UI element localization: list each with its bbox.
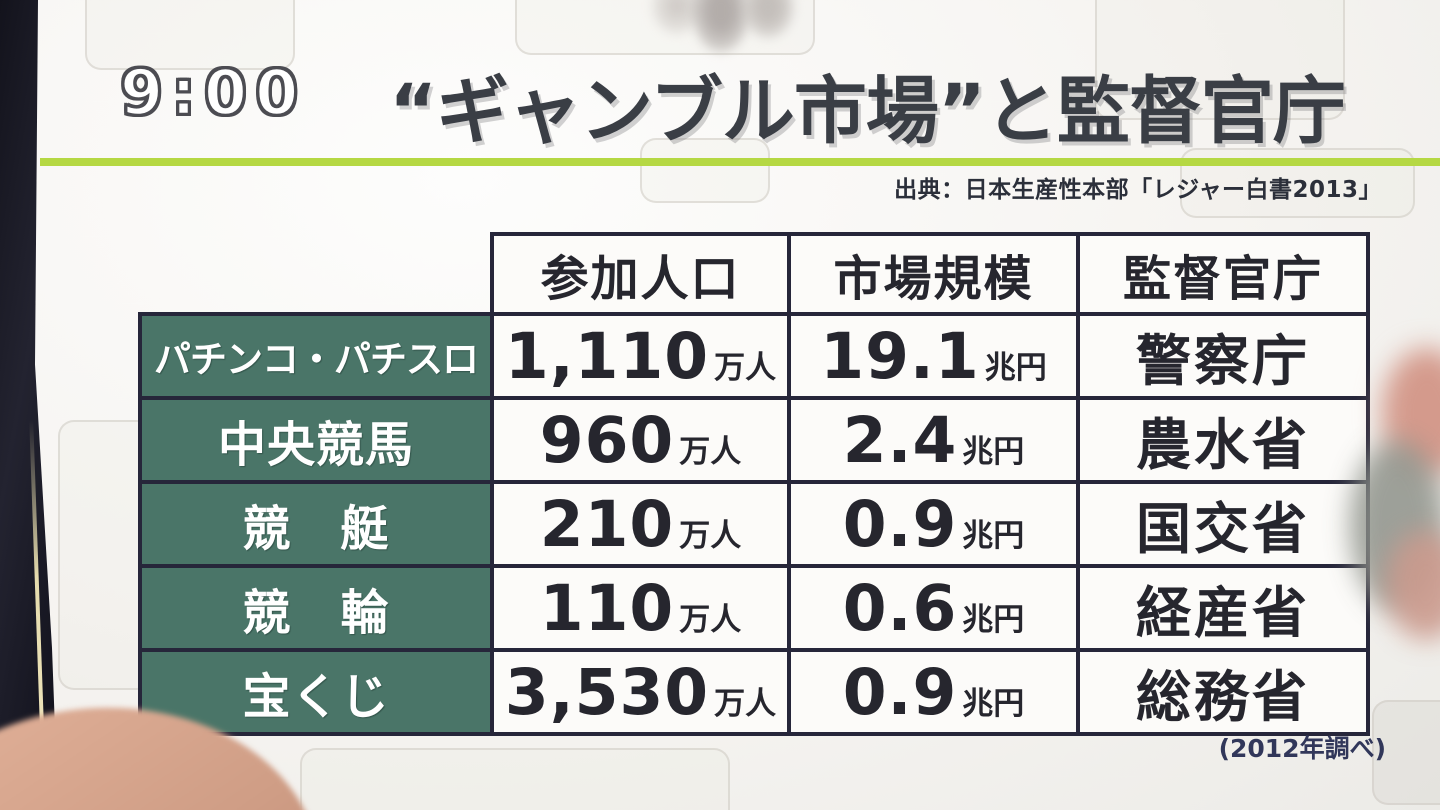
market-size-value: 19.1	[820, 319, 980, 393]
market-size-unit: 兆円	[962, 601, 1025, 638]
data-table: 参加人口 市場規模 監督官庁 パチンコ・パチスロ 1,110 万人 19.1 兆円 …	[138, 232, 1370, 736]
gambling-market-table: 参加人口 市場規模 監督官庁 パチンコ・パチスロ 1,110 万人 19.1 兆円 …	[138, 232, 1370, 736]
board-pattern-rect	[58, 420, 153, 690]
row-label: 競 輪	[138, 564, 494, 652]
population-cell: 960 万人	[490, 396, 791, 484]
survey-year-note: (2012年調べ)	[1218, 734, 1386, 763]
population-unit: 万人	[679, 517, 742, 554]
board-pattern-rect	[300, 748, 730, 810]
row-label: 中央競馬	[138, 396, 494, 484]
population-unit: 万人	[679, 433, 742, 470]
market-size-value: 0.9	[842, 487, 958, 561]
population-unit: 万人	[714, 685, 777, 722]
market-size-value: 0.6	[842, 571, 958, 645]
regulator-cell: 総務省	[1076, 648, 1370, 736]
board-pattern-rect	[1095, 0, 1345, 120]
row-label: 競 艇	[138, 480, 494, 568]
population-value: 110	[539, 571, 675, 645]
population-unit: 万人	[679, 601, 742, 638]
page-title: “ギャンブル市場”と監督官庁	[389, 69, 1346, 154]
column-header-population: 参加人口	[490, 232, 791, 316]
title-underline	[40, 158, 1440, 166]
population-value: 1,110	[504, 319, 710, 393]
column-header-market-size: 市場規模	[787, 232, 1080, 316]
table-corner-blank	[140, 234, 492, 314]
table-row-boat-racing: 競 艇 210 万人 0.9 兆円 国交省	[138, 480, 1370, 568]
broadcast-clock: 9:00	[119, 55, 307, 131]
source-caption: 出典：日本生産性本部「レジャー白書2013」	[894, 177, 1382, 203]
population-unit: 万人	[714, 349, 777, 386]
population-value: 210	[539, 487, 675, 561]
population-cell: 110 万人	[490, 564, 791, 652]
market-size-cell: 0.6 兆円	[787, 564, 1080, 652]
population-value: 960	[539, 403, 675, 477]
population-cell: 3,530 万人	[490, 648, 791, 736]
market-size-unit: 兆円	[962, 517, 1025, 554]
regulator-cell: 国交省	[1076, 480, 1370, 568]
market-size-unit: 兆円	[984, 349, 1047, 386]
board-pattern-rect	[1372, 700, 1440, 805]
market-size-value: 2.4	[842, 403, 958, 477]
population-cell: 210 万人	[490, 480, 791, 568]
row-label: 宝くじ	[138, 648, 494, 736]
market-size-cell: 0.9 兆円	[787, 480, 1080, 568]
column-header-regulator: 監督官庁	[1076, 232, 1370, 316]
regulator-cell: 経産省	[1076, 564, 1370, 652]
presenter-clothing-edge	[0, 0, 58, 810]
table-header-row: 参加人口 市場規模 監督官庁	[140, 232, 1370, 316]
market-size-unit: 兆円	[962, 685, 1025, 722]
market-size-cell: 0.9 兆円	[787, 648, 1080, 736]
market-size-cell: 19.1 兆円	[787, 312, 1080, 400]
regulator-cell: 警察庁	[1076, 312, 1370, 400]
blurred-hand	[1348, 330, 1440, 640]
board-pattern-rect	[85, 0, 295, 70]
population-value: 3,530	[504, 655, 710, 729]
table-row-pachinko: パチンコ・パチスロ 1,110 万人 19.1 兆円 警察庁	[138, 312, 1370, 400]
population-cell: 1,110 万人	[490, 312, 791, 400]
table-row-bicycle-racing: 競 輪 110 万人 0.6 兆円 経産省	[138, 564, 1370, 652]
regulator-cell: 農水省	[1076, 396, 1370, 484]
row-label: パチンコ・パチスロ	[138, 312, 494, 400]
table-row-horse-racing: 中央競馬 960 万人 2.4 兆円 農水省	[138, 396, 1370, 484]
table-row-lottery: 宝くじ 3,530 万人 0.9 兆円 総務省	[138, 648, 1370, 736]
market-size-cell: 2.4 兆円	[787, 396, 1080, 484]
market-size-value: 0.9	[842, 655, 958, 729]
market-size-unit: 兆円	[962, 433, 1025, 470]
board-pattern-rect	[640, 138, 770, 203]
